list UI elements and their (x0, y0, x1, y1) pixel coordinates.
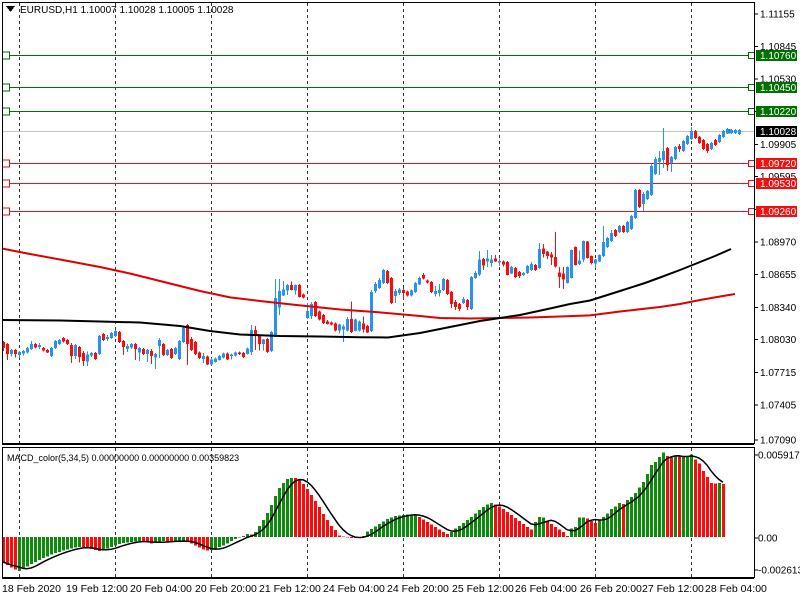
svg-text:1.10845: 1.10845 (760, 42, 797, 53)
svg-text:1.09260: 1.09260 (760, 207, 797, 218)
svg-text:24 Feb 20:00: 24 Feb 20:00 (387, 583, 449, 595)
svg-text:20 Feb 04:00: 20 Feb 04:00 (130, 583, 192, 595)
svg-text:1.07405: 1.07405 (760, 401, 797, 412)
svg-text:21 Feb 12:00: 21 Feb 12:00 (259, 583, 321, 595)
svg-text:1.11155: 1.11155 (760, 10, 795, 21)
svg-text:25 Feb 12:00: 25 Feb 12:00 (452, 583, 514, 595)
svg-text:1.08340: 1.08340 (760, 303, 797, 314)
svg-text:26 Feb 20:00: 26 Feb 20:00 (580, 583, 642, 595)
svg-text:1.08970: 1.08970 (760, 238, 797, 249)
svg-text:1.07090: 1.07090 (760, 436, 797, 447)
svg-text:0.00: 0.00 (758, 534, 778, 545)
svg-text:1.09905: 1.09905 (760, 140, 797, 151)
svg-text:1.10530: 1.10530 (760, 75, 797, 86)
svg-text:28 Feb 04:00: 28 Feb 04:00 (705, 583, 767, 595)
svg-text:1.08655: 1.08655 (760, 270, 797, 281)
svg-text:26 Feb 04:00: 26 Feb 04:00 (515, 583, 577, 595)
svg-text:-0.0026130: -0.0026130 (758, 566, 800, 577)
svg-text:EURUSD,H1 1.10007 1.10028 1.1: EURUSD,H1 1.10007 1.10028 1.10005 1.1002… (20, 5, 234, 16)
svg-text:1.10760: 1.10760 (760, 51, 797, 62)
svg-text:27 Feb 12:00: 27 Feb 12:00 (642, 583, 704, 595)
svg-text:1.10220: 1.10220 (760, 107, 797, 118)
svg-text:1.09595: 1.09595 (760, 172, 797, 183)
svg-text:1.09530: 1.09530 (760, 179, 797, 190)
svg-text:24 Feb 04:00: 24 Feb 04:00 (323, 583, 385, 595)
svg-text:0.0059173: 0.0059173 (758, 451, 800, 462)
svg-text:MACD_color(5,34,5) 0.00000000: MACD_color(5,34,5) 0.00000000 0.00000000… (7, 453, 239, 463)
svg-text:1.08030: 1.08030 (760, 335, 797, 346)
svg-text:1.07715: 1.07715 (760, 368, 797, 379)
svg-text:1.10028: 1.10028 (760, 127, 797, 138)
svg-text:1.10450: 1.10450 (760, 83, 797, 94)
svg-text:1.09720: 1.09720 (760, 159, 797, 170)
svg-text:19 Feb 12:00: 19 Feb 12:00 (66, 583, 128, 595)
svg-text:20 Feb 20:00: 20 Feb 20:00 (195, 583, 257, 595)
svg-text:18 Feb 2020: 18 Feb 2020 (2, 583, 61, 595)
